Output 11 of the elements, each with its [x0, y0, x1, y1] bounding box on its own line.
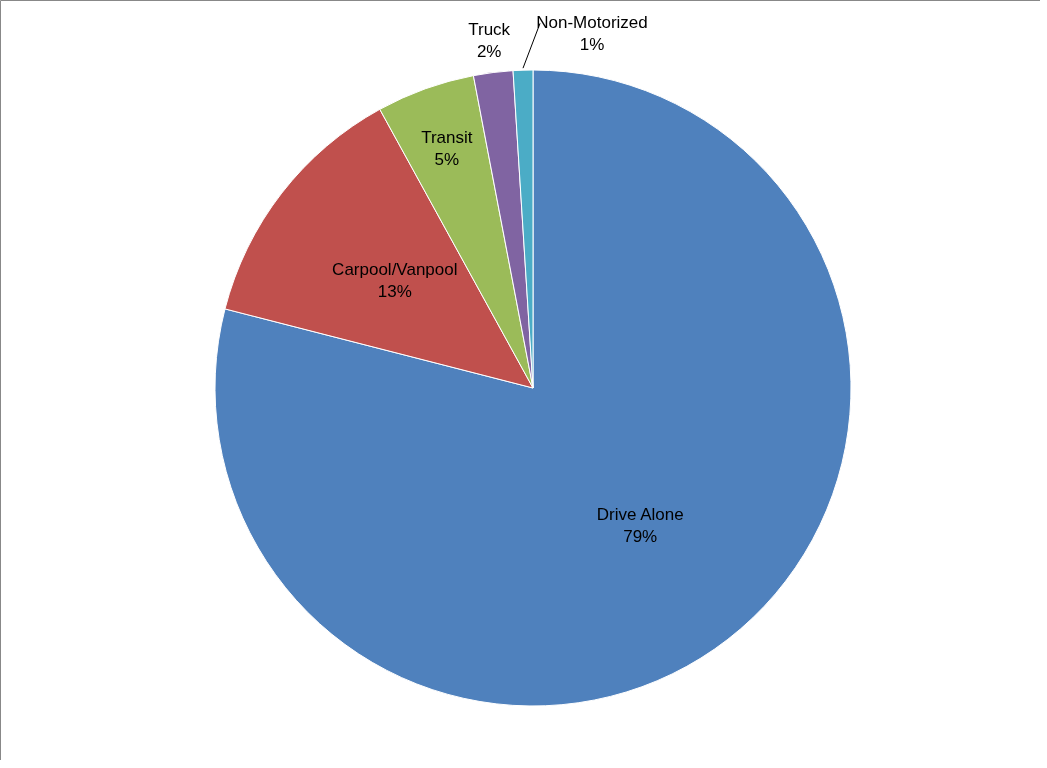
data-label: 13%	[377, 281, 412, 301]
data-label: 79%	[623, 527, 658, 547]
pie-slice	[214, 69, 852, 707]
slice-label: Non-Motorized	[536, 13, 648, 33]
data-label: 2%	[476, 41, 502, 61]
slice-label: Drive Alone	[596, 505, 684, 525]
data-label: 5%	[434, 149, 460, 169]
slice-label: Truck	[468, 19, 511, 39]
slice-label: Carpool/Vanpool	[332, 259, 458, 279]
data-label: 1%	[579, 35, 605, 55]
slice-label: Transit	[421, 127, 473, 147]
